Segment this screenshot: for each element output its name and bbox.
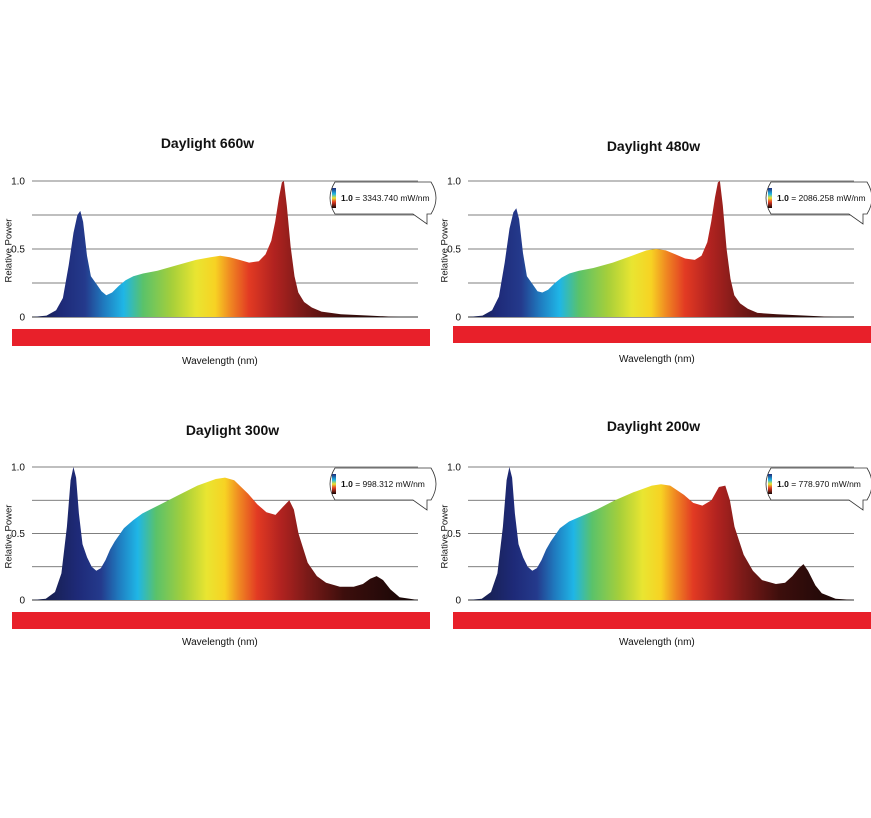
- spectrum-area: [468, 467, 854, 600]
- legend-value: 1.0: [777, 479, 789, 489]
- y-tick-label: 1.0: [447, 177, 461, 188]
- y-tick-label: 0: [19, 313, 25, 324]
- spectrum-area: [32, 467, 418, 600]
- legend-color-key: [332, 474, 336, 494]
- spectrum-area: [468, 181, 854, 317]
- x-axis-label: Wavelength (nm): [619, 354, 695, 365]
- legend-text: 1.0 = 998.312 mW/nm: [341, 479, 425, 489]
- chart-title: Daylight 660w: [160, 135, 255, 151]
- legend-color-key: [768, 474, 772, 494]
- chart-panel: Daylight 480w 00.51.0400500600700800 Rel…: [436, 130, 871, 375]
- y-tick-label: 0.5: [11, 245, 25, 256]
- y-axis-label: Relative Power: [3, 218, 15, 283]
- legend-text: 1.0 = 778.970 mW/nm: [777, 479, 861, 489]
- x-axis-band: [453, 612, 871, 629]
- legend-value: 1.0: [341, 193, 353, 203]
- legend-callout: [329, 181, 437, 225]
- x-axis-label: Wavelength (nm): [182, 356, 258, 367]
- legend-unit: = 998.312 mW/nm: [355, 479, 425, 489]
- legend-text: 1.0 = 3343.740 mW/nm: [341, 193, 430, 203]
- legend-color-key: [332, 188, 336, 208]
- x-axis-label: Wavelength (nm): [619, 637, 695, 648]
- legend-value: 1.0: [341, 479, 353, 489]
- chart-title: Daylight 200w: [606, 418, 701, 434]
- y-axis-label: Relative Power: [3, 504, 15, 569]
- y-tick-label: 0: [455, 313, 461, 324]
- legend-callout: [765, 467, 871, 511]
- legend-unit: = 2086.258 mW/nm: [791, 193, 866, 203]
- chart-plot: 00.51.0380485590695800: [11, 463, 437, 628]
- y-tick-label: 0.5: [447, 245, 461, 256]
- chart-panel: Daylight 200w 00.51.0380485590695800 Rel…: [436, 416, 871, 661]
- legend-color-key: [768, 188, 772, 208]
- y-tick-label: 0.5: [11, 529, 25, 540]
- legend-value: 1.0: [777, 193, 789, 203]
- y-tick-label: 1.0: [11, 177, 25, 188]
- y-axis-label: Relative Power: [439, 504, 451, 569]
- y-tick-label: 0: [19, 596, 25, 607]
- chart-panel: Daylight 660w 00.51.0400500600700800 Rel…: [0, 130, 437, 375]
- legend-callout: [765, 181, 871, 225]
- legend-unit: = 3343.740 mW/nm: [355, 193, 430, 203]
- spectrum-area: [32, 181, 418, 317]
- y-axis-label: Relative Power: [439, 218, 451, 283]
- chart-title: Daylight 480w: [606, 138, 701, 154]
- legend-unit: = 778.970 mW/nm: [791, 479, 861, 489]
- chart-panel: Daylight 300w 00.51.0380485590695800 Rel…: [0, 416, 437, 661]
- legend-text: 1.0 = 2086.258 mW/nm: [777, 193, 866, 203]
- y-tick-label: 0: [455, 596, 461, 607]
- legend-callout: [329, 467, 437, 511]
- x-axis-band: [12, 329, 430, 346]
- chart-title: Daylight 300w: [185, 422, 280, 438]
- y-tick-label: 0.5: [447, 529, 461, 540]
- x-axis-band: [453, 326, 871, 343]
- y-tick-label: 1.0: [11, 463, 25, 474]
- x-axis-label: Wavelength (nm): [182, 637, 258, 648]
- y-tick-label: 1.0: [447, 463, 461, 474]
- x-axis-band: [12, 612, 430, 629]
